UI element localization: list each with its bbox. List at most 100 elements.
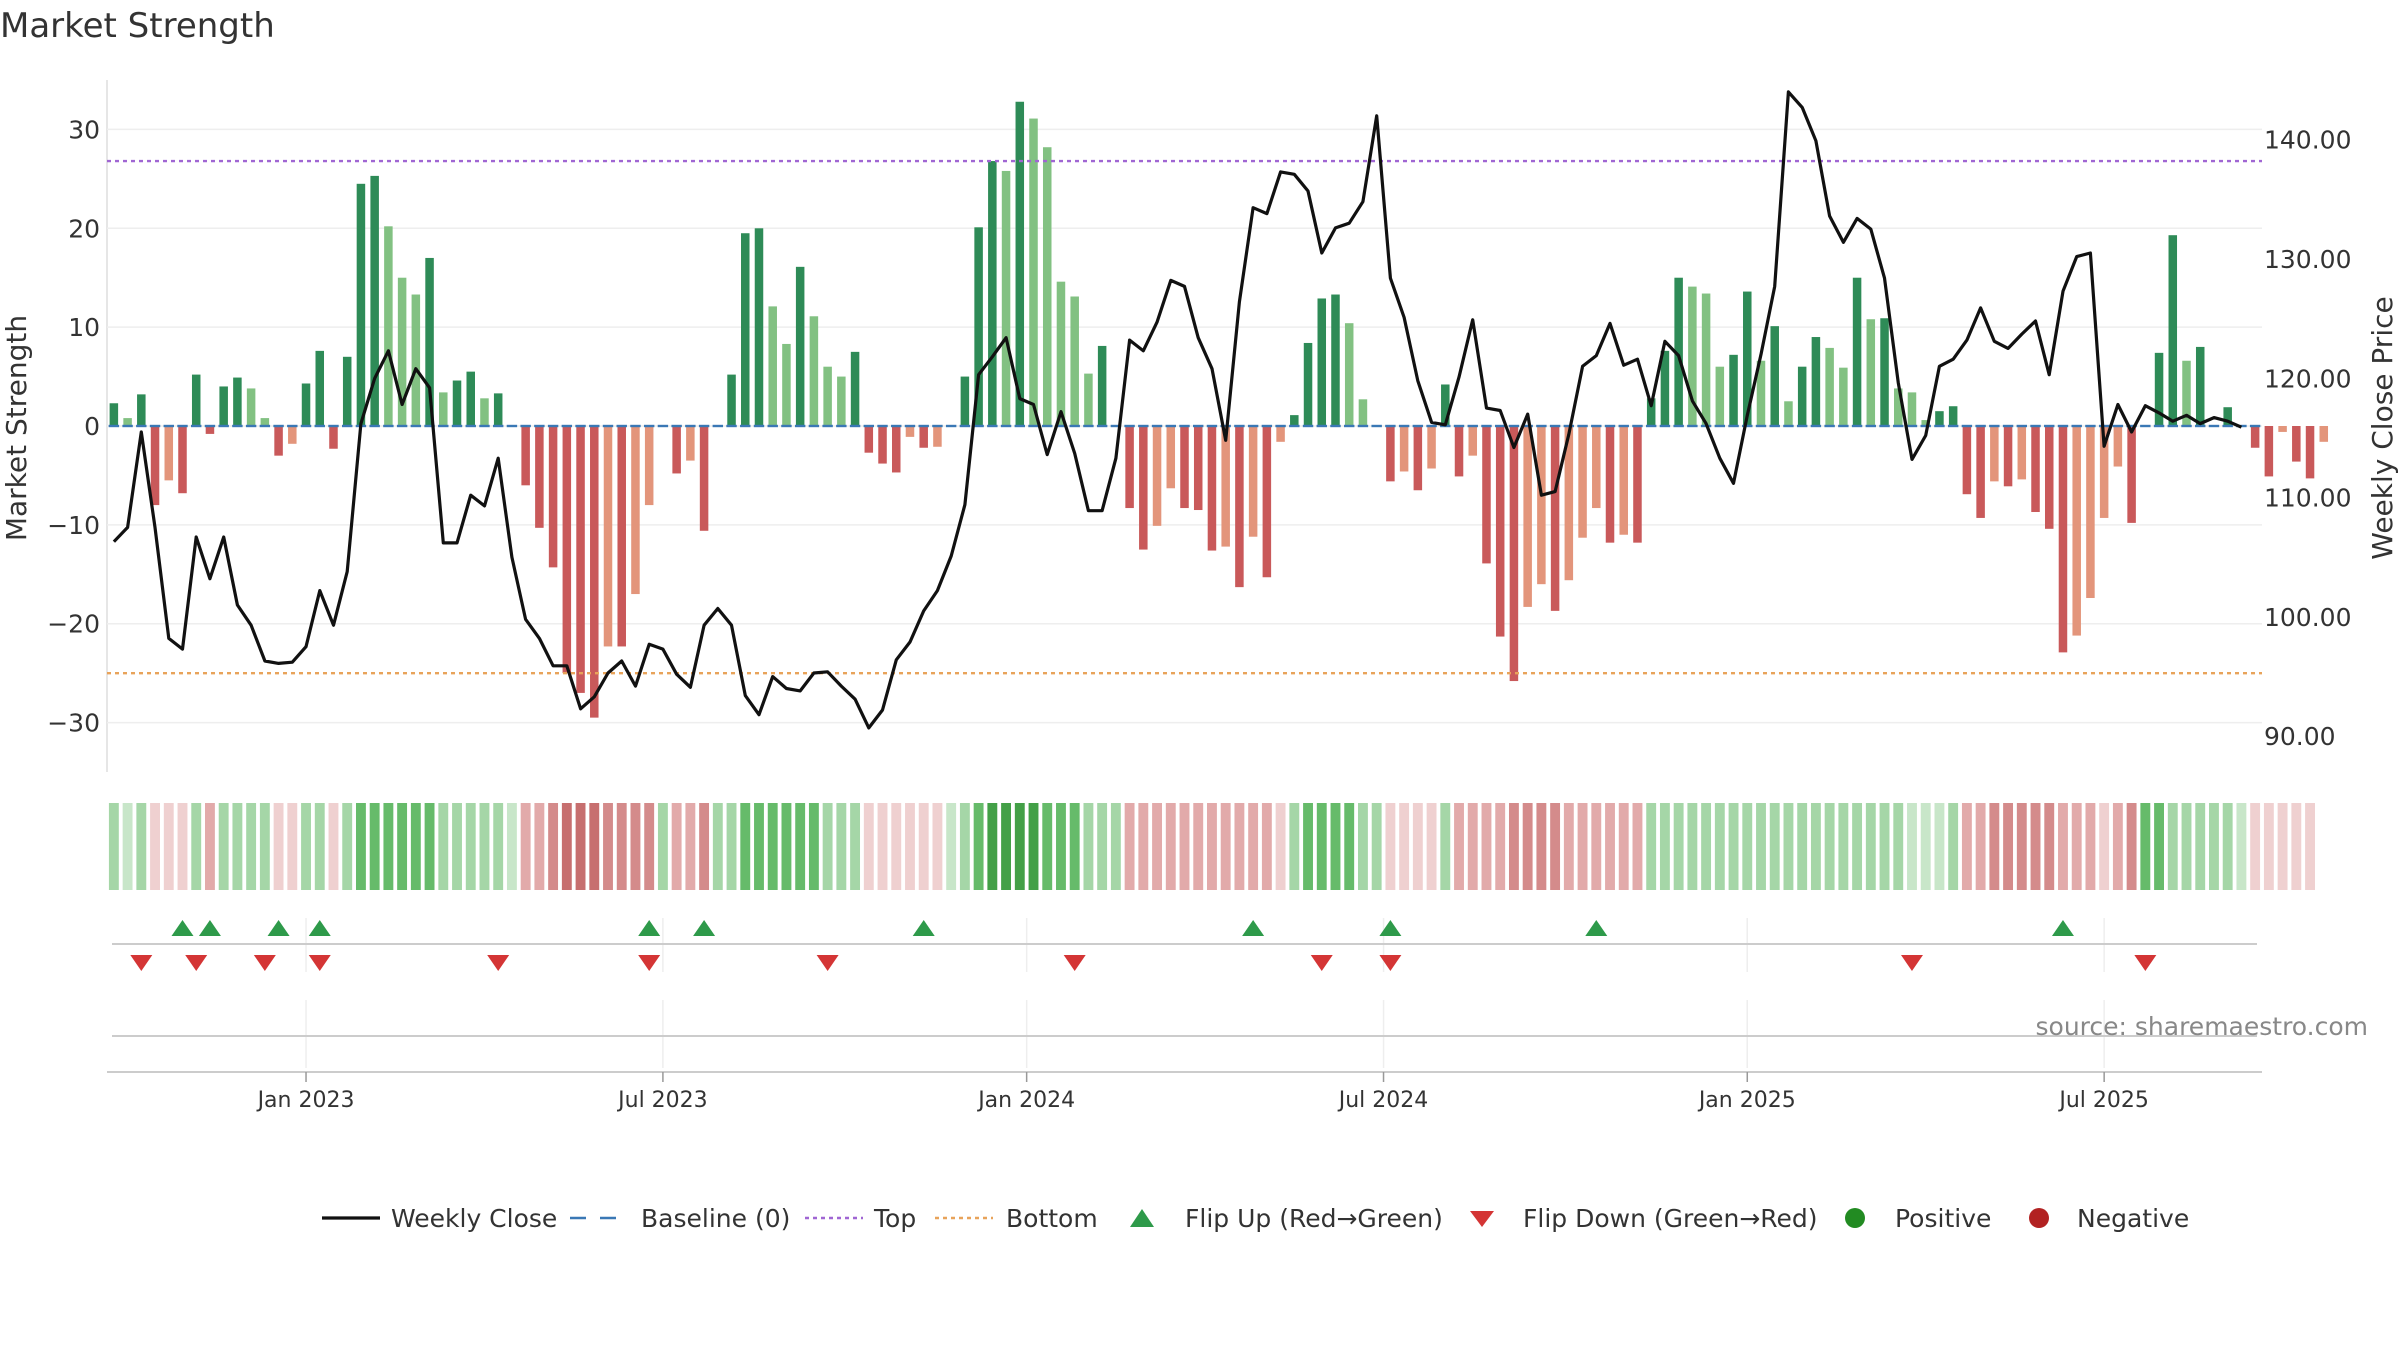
strength-bar xyxy=(1262,426,1272,578)
strength-bar xyxy=(864,426,874,453)
strength-bar xyxy=(1482,426,1491,564)
strength-bar xyxy=(2017,426,2027,480)
timeline-cell xyxy=(905,803,915,890)
timeline-cell xyxy=(246,803,257,890)
strength-bar xyxy=(1839,367,1848,426)
timeline-cell xyxy=(1289,803,1300,890)
strength-bar xyxy=(974,227,983,426)
strength-bar xyxy=(1193,426,1203,511)
strength-bar xyxy=(1290,415,1299,426)
timeline-cell xyxy=(685,803,696,890)
strength-bar xyxy=(809,316,819,426)
strength-bar xyxy=(1042,147,1052,427)
legend-negative-swatch xyxy=(2029,1208,2049,1228)
strength-bar xyxy=(1619,426,1628,535)
flip-up-marker xyxy=(1242,920,1265,936)
strength-bar xyxy=(274,426,283,456)
strength-bar xyxy=(1399,426,1409,472)
timeline-cell xyxy=(2277,803,2288,890)
timeline-cell xyxy=(1261,803,1272,890)
legend-label: Flip Up (Red→Green) xyxy=(1185,1204,1443,1233)
strength-bar xyxy=(2223,407,2232,426)
right-tick-label: 140.00 xyxy=(2264,126,2351,155)
timeline-cell xyxy=(1769,803,1780,890)
strength-bar xyxy=(1894,388,1903,426)
weekly-close-line xyxy=(112,90,2243,730)
strength-bar xyxy=(260,418,270,426)
strength-bar xyxy=(1180,426,1189,509)
strength-bar xyxy=(246,388,256,426)
timeline-cell xyxy=(397,803,408,890)
legend-label: Baseline (0) xyxy=(641,1204,790,1233)
timeline-cell xyxy=(2181,803,2192,890)
strength-bar xyxy=(1935,411,1944,426)
strength-bar xyxy=(1207,426,1217,551)
timeline-cell xyxy=(493,803,504,890)
strength-bar xyxy=(672,426,681,474)
timeline-cell xyxy=(232,803,243,890)
strength-bar xyxy=(1001,170,1011,426)
right-axis-label: Weekly Close Price xyxy=(2366,296,2399,559)
strength-bar xyxy=(2292,426,2301,462)
timeline-cell xyxy=(891,803,902,890)
timeline-cell xyxy=(1083,803,1094,890)
timeline-cell xyxy=(2112,803,2123,890)
strength-bar xyxy=(2127,426,2136,523)
timeline-cell xyxy=(1714,803,1725,890)
strength-bar xyxy=(1660,350,1670,426)
timeline-cell xyxy=(1577,803,1588,890)
x-tick-label: Jan 2023 xyxy=(256,1088,355,1113)
timeline-cell xyxy=(1618,803,1629,890)
flip-down-marker xyxy=(487,955,510,971)
strength-bar xyxy=(823,366,832,426)
timeline-cell xyxy=(836,803,847,890)
timeline-cell xyxy=(259,803,270,890)
timeline-cell xyxy=(1879,803,1890,890)
strength-bar xyxy=(2305,426,2315,479)
flip-down-marker xyxy=(253,955,276,971)
strength-bar xyxy=(356,183,366,426)
timeline-cell xyxy=(520,803,531,890)
timeline-cell xyxy=(1659,803,1670,890)
strength-bar xyxy=(1770,326,1779,426)
right-tick-label: 100.00 xyxy=(2264,603,2351,632)
flip-down-marker xyxy=(816,955,839,971)
timeline-cell xyxy=(287,803,298,890)
strength-bar xyxy=(1386,426,1395,482)
timeline-cell xyxy=(712,803,723,890)
timeline-cell xyxy=(301,803,311,890)
strength-bar xyxy=(370,175,379,426)
strength-bar xyxy=(699,426,709,531)
strength-bar xyxy=(878,426,887,464)
timeline-cell xyxy=(1426,803,1437,890)
timeline-cell xyxy=(657,803,668,890)
timeline-cell xyxy=(465,803,476,890)
strength-bar xyxy=(2319,426,2329,442)
flip-down-marker xyxy=(1379,955,1402,971)
x-tick-label: Jul 2025 xyxy=(2057,1088,2149,1113)
timeline-cell xyxy=(1481,803,1492,890)
legend-label: Bottom xyxy=(1006,1204,1098,1233)
strength-bar xyxy=(2168,235,2178,426)
timeline-cell xyxy=(177,803,188,890)
timeline-cell xyxy=(603,803,613,890)
flip-down-marker xyxy=(638,955,661,971)
timeline-cell xyxy=(1207,803,1217,890)
strength-bar xyxy=(205,426,215,434)
strength-bar xyxy=(2003,426,2013,487)
right-tick-label: 120.00 xyxy=(2264,364,2351,393)
timeline-cell xyxy=(1673,803,1684,890)
flip-down-marker xyxy=(2134,955,2157,971)
x-tick-label: Jan 2025 xyxy=(1697,1088,1796,1113)
flip-down-marker xyxy=(185,955,208,971)
timeline-cell xyxy=(850,803,861,890)
strength-bar xyxy=(1152,426,1162,526)
strength-bar xyxy=(631,426,640,595)
left-tick-label: 0 xyxy=(84,412,100,441)
strength-bar xyxy=(1646,398,1656,426)
timeline-cell xyxy=(767,803,778,890)
left-tick-label: 30 xyxy=(68,115,100,144)
timeline-cell xyxy=(328,803,339,890)
strength-bar xyxy=(1962,426,1972,495)
strength-bar xyxy=(1221,426,1230,547)
